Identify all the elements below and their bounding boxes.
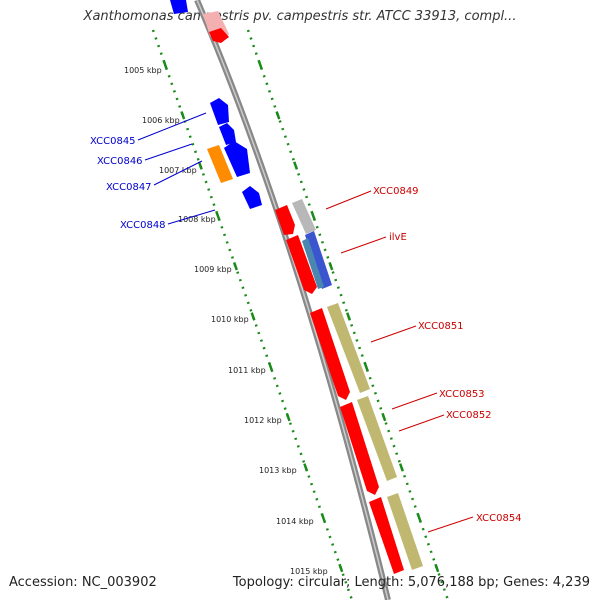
gene-xcc0847-orange[interactable] [207, 145, 233, 183]
outer-major-tick [162, 60, 168, 70]
inner-major-tick [363, 362, 369, 371]
gene-label-xcc0846[interactable]: XCC0846 [97, 156, 143, 167]
gene-label-xcc0854[interactable]: XCC0854 [476, 513, 522, 524]
leader-xcc0851 [370, 325, 417, 343]
outer-major-tick [232, 262, 238, 271]
genome-summary-text: Topology: circular; Length: 5,076,188 bp… [232, 575, 590, 590]
inner-major-tick [257, 60, 263, 70]
kbp-label-1005: 1005 kbp [124, 66, 162, 75]
gene-xcc0847-blue[interactable] [224, 141, 250, 177]
inner-major-tick [310, 211, 316, 221]
outer-major-tick [268, 362, 274, 371]
gene-xcc0854-red[interactable] [369, 497, 404, 574]
outer-major-tick [215, 211, 221, 221]
gene-xcc0853-olive[interactable] [357, 396, 397, 481]
kbp-label-1013: 1013 kbp [259, 466, 297, 475]
kbp-label-1009: 1009 kbp [194, 265, 232, 274]
outer-major-tick [197, 161, 203, 170]
leader-xcc0848 [167, 209, 216, 225]
leader-xcc0854 [427, 516, 474, 533]
outer-major-tick [303, 463, 309, 472]
gene-xcc0849-gray[interactable] [292, 199, 316, 234]
gene-xcc0854-olive[interactable] [387, 493, 423, 570]
gene-label-xcc0852[interactable]: XCC0852 [446, 410, 492, 421]
inner-major-tick [416, 513, 422, 522]
gene-ilve-blue[interactable] [305, 231, 332, 289]
kbp-label-1011: 1011 kbp [228, 366, 266, 375]
gene-ilve-red[interactable] [286, 235, 317, 294]
gene-xcc0851-olive[interactable] [327, 303, 370, 393]
leader-xcc0846 [144, 143, 193, 161]
leader-ilve [340, 236, 387, 254]
gene-top-red-solid[interactable] [209, 28, 229, 43]
gene-label-xcc0845[interactable]: XCC0845 [90, 136, 136, 147]
leader-xcc0849 [325, 190, 372, 210]
inner-major-tick [346, 312, 352, 321]
outer-major-tick [338, 563, 344, 573]
outer-major-tick [250, 312, 256, 321]
gene-label-ilve[interactable]: ilvE [389, 232, 407, 243]
inner-major-tick [434, 563, 440, 573]
gene-top-blue[interactable] [170, 0, 188, 14]
gene-label-xcc0848[interactable]: XCC0848 [120, 220, 166, 231]
leader-xcc0852 [398, 414, 445, 432]
inner-major-tick [328, 262, 334, 271]
gene-ilve-teal[interactable] [302, 238, 324, 289]
kbp-label-1010: 1010 kbp [211, 315, 249, 324]
gene-xcc0848[interactable] [242, 186, 262, 209]
accession-text: Accession: NC_003902 [9, 575, 157, 590]
kbp-label-1008: 1008 kbp [178, 215, 216, 224]
map-title: Xanthomonas campestris pv. campestris st… [83, 9, 517, 24]
gene-xcc0851-red[interactable] [310, 308, 350, 400]
kbp-label-1007: 1007 kbp [159, 166, 197, 175]
kbp-label-1006: 1006 kbp [142, 116, 180, 125]
inner-major-tick [381, 412, 387, 422]
kbp-label-1014: 1014 kbp [276, 517, 314, 526]
gene-label-xcc0851[interactable]: XCC0851 [418, 321, 464, 332]
kbp-label-1012: 1012 kbp [244, 416, 282, 425]
backbone-line [194, 0, 391, 600]
outer-major-tick [180, 111, 186, 120]
leader-xcc0853 [391, 392, 438, 410]
leader-xcc0847 [153, 160, 203, 186]
inner-major-tick [293, 161, 299, 170]
gene-label-xcc0853[interactable]: XCC0853 [439, 389, 485, 400]
leader-xcc0845 [137, 112, 207, 141]
inner-major-tick [398, 463, 404, 472]
inner-major-tick [275, 111, 281, 120]
outer-major-tick [320, 513, 326, 522]
gene-xcc0845[interactable] [210, 98, 229, 125]
gene-label-xcc0847[interactable]: XCC0847 [106, 182, 152, 193]
outer-major-tick [285, 412, 291, 422]
gene-label-xcc0849[interactable]: XCC0849 [373, 186, 419, 197]
kbp-label-1015: 1015 kbp [290, 567, 328, 576]
gene-xcc0846[interactable] [219, 123, 236, 145]
gene-xcc0852-red[interactable] [340, 402, 379, 495]
backbone-highlight [196, 0, 389, 600]
gene-xcc0849-red[interactable] [275, 205, 295, 235]
